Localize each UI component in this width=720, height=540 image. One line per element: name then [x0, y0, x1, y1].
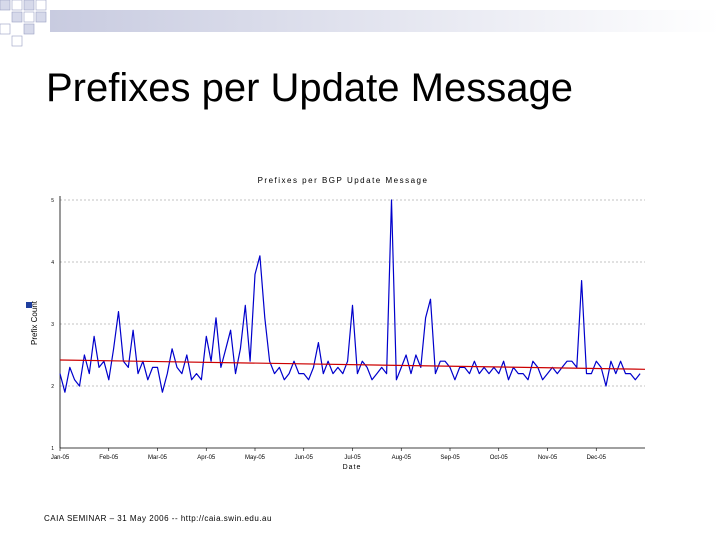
y-tick-label-3: 4 — [51, 260, 54, 266]
y-tick-label-1: 2 — [51, 384, 54, 390]
header-band — [50, 10, 720, 32]
corner-squares — [0, 0, 47, 47]
x-tick-label-11: Dec-05 — [587, 455, 607, 461]
series-line-trend — [59, 359, 646, 370]
x-tick-label-9: Oct-05 — [490, 455, 509, 461]
y-tick-label-2: 3 — [51, 322, 54, 328]
x-axis-label: Date — [343, 464, 362, 471]
x-tick-label-8: Sep-05 — [440, 455, 460, 461]
axes — [59, 196, 645, 451]
series-lines — [59, 199, 646, 393]
y-axis-bullet-marker — [26, 302, 32, 308]
slide-title: Prefixes per Update Message — [46, 66, 573, 110]
series-line-prefix-count — [59, 199, 641, 393]
x-tick-label-2: Mar-05 — [148, 455, 168, 461]
gridlines — [60, 199, 645, 387]
y-tick-labels: 1 2 3 4 5 — [51, 198, 54, 452]
x-tick-labels: Jan-05 Feb-05 Mar-05 Apr-05 May-05 Jun-05 Jul-… — [51, 455, 607, 461]
x-tick-label-7: Aug-05 — [392, 455, 412, 461]
y-tick-label-4: 5 — [51, 198, 54, 204]
chart-title: Prefixes per BGP Update Message — [258, 176, 429, 185]
y-axis-label: Prefix Count — [30, 300, 39, 345]
x-tick-label-10: Nov-05 — [538, 455, 558, 461]
x-tick-label-5: Jun-05 — [295, 455, 314, 461]
x-tick-label-3: Apr-05 — [197, 455, 216, 461]
header-decoration — [0, 0, 720, 47]
x-tick-label-6: Jul-05 — [344, 455, 361, 461]
x-tick-label-0: Jan-05 — [51, 455, 70, 461]
x-tick-label-4: May-05 — [245, 455, 266, 461]
y-tick-label-0: 1 — [51, 446, 54, 452]
slide-footer: CAIA SEMINAR – 31 May 2006 -- http://cai… — [44, 514, 272, 523]
x-tick-label-1: Feb-05 — [99, 455, 119, 461]
